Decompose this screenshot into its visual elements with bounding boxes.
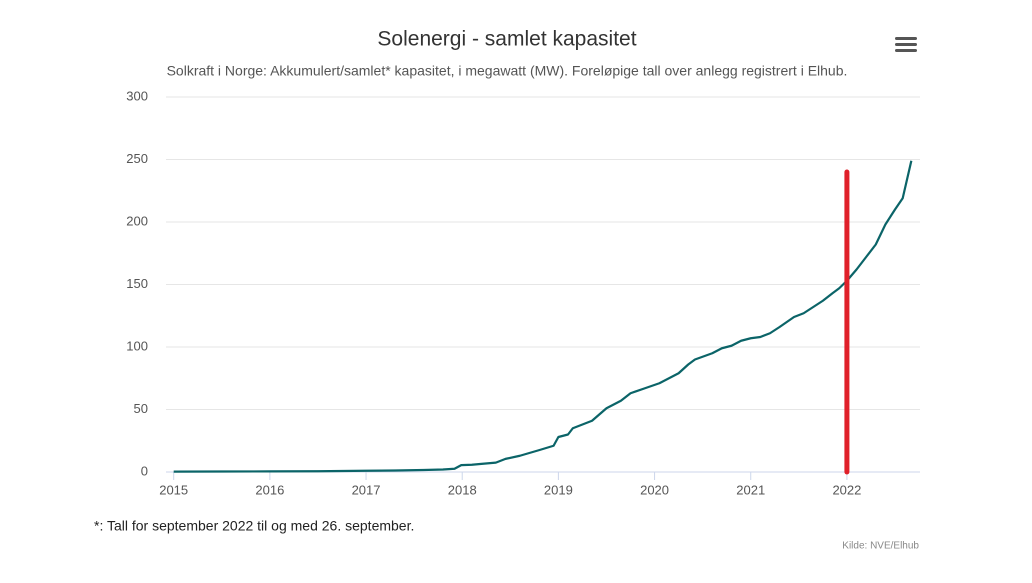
x-tick-label: 2019 [544,482,573,497]
x-tick-label: 2021 [736,482,765,497]
chart-subtitle: Solkraft i Norge: Akkumulert/samlet* kap… [167,63,848,79]
source: Kilde: NVE/Elhub [842,541,919,552]
footnote: *: Tall for september 2022 til og med 26… [94,518,414,534]
x-tick-label: 2016 [255,482,284,497]
menu-bar[interactable] [895,37,917,40]
y-tick-label: 300 [126,88,148,103]
y-tick-label: 150 [126,276,148,291]
x-tick-label: 2015 [159,482,188,497]
y-tick-label: 100 [126,338,148,353]
y-tick-label: 0 [141,463,148,478]
x-tick-label: 2018 [448,482,477,497]
y-tick-label: 200 [126,213,148,228]
menu-button[interactable] [895,37,917,52]
x-tick-label: 2022 [832,482,861,497]
menu-bar[interactable] [895,43,917,46]
chart-title: Solenergi - samlet kapasitet [377,28,636,51]
data-line [173,160,913,473]
x-tick-label: 2020 [640,482,669,497]
y-tick-label: 250 [126,151,148,166]
menu-bar[interactable] [895,49,917,52]
x-tick-label: 2017 [352,482,381,497]
y-tick-label: 50 [134,401,148,416]
